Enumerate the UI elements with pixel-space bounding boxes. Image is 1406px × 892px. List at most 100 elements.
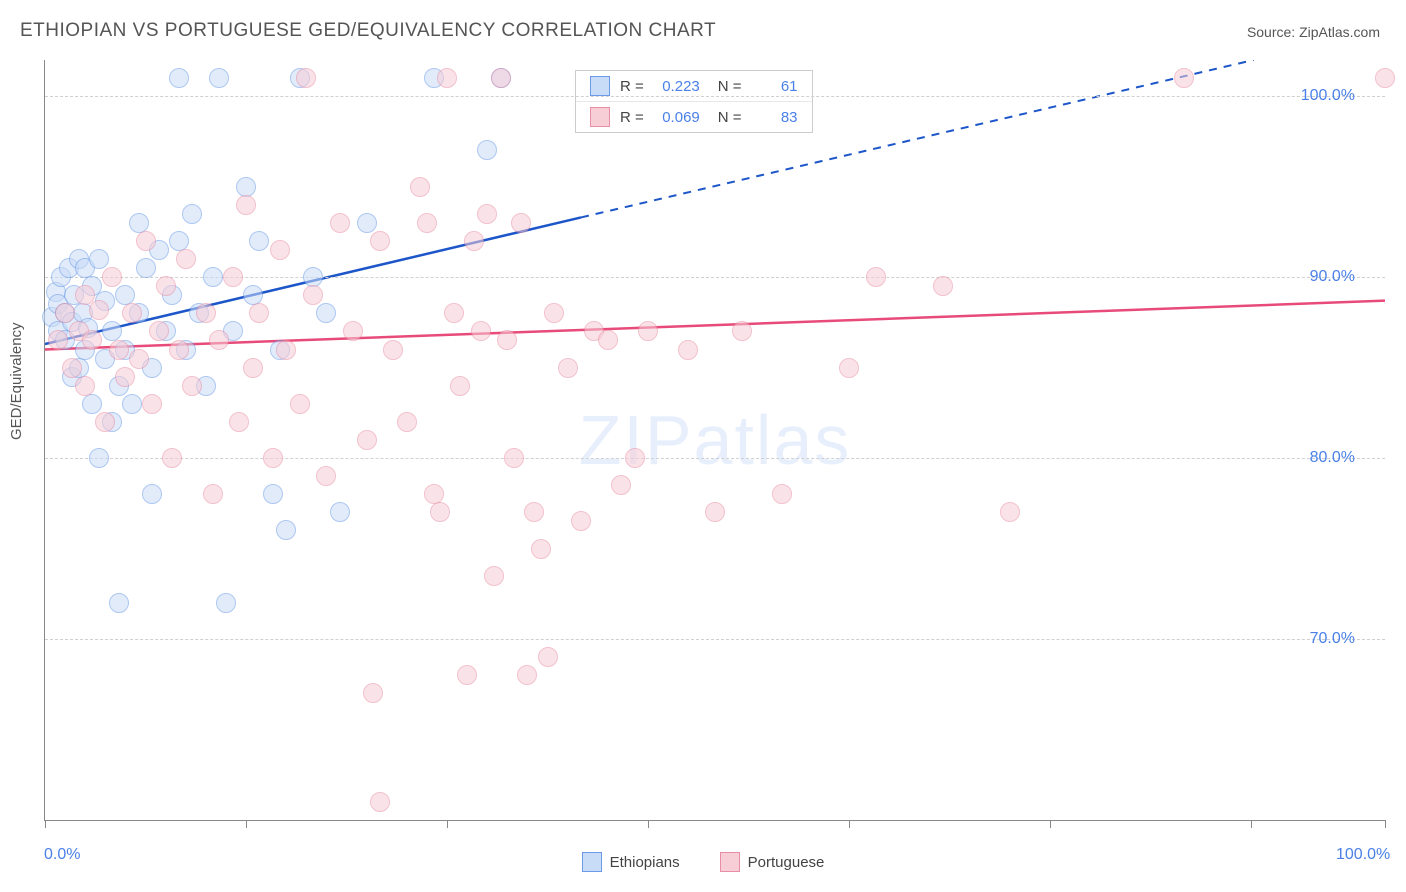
scatter-point [209,330,229,350]
legend: Ethiopians Portuguese [0,852,1406,872]
y-axis-label: GED/Equivalency [8,322,25,440]
scatter-point [370,792,390,812]
scatter-point [89,249,109,269]
scatter-point [343,321,363,341]
scatter-point [330,502,350,522]
scatter-point [249,303,269,323]
gridline-h [45,96,1385,97]
scatter-point [109,593,129,613]
legend-swatch [582,852,602,872]
scatter-point [491,68,511,88]
scatter-point [196,303,216,323]
chart-title: ETHIOPIAN VS PORTUGUESE GED/EQUIVALENCY … [20,20,716,42]
scatter-point [82,394,102,414]
legend-swatch [720,852,740,872]
scatter-point [129,213,149,233]
scatter-point [538,647,558,667]
scatter-point [263,484,283,504]
scatter-point [263,448,283,468]
stat-value-r: 0.223 [654,78,700,95]
scatter-point [142,394,162,414]
scatter-point [363,683,383,703]
scatter-point [450,376,470,396]
tick-x [849,820,850,828]
scatter-point [223,267,243,287]
scatter-point [705,502,725,522]
scatter-point [611,475,631,495]
scatter-point [1375,68,1395,88]
scatter-point [296,68,316,88]
scatter-point [216,593,236,613]
scatter-point [357,430,377,450]
scatter-point [303,285,323,305]
legend-label: Ethiopians [610,854,680,871]
scatter-point [203,484,223,504]
scatter-point [531,539,551,559]
x-tick-label: 100.0% [1336,846,1390,864]
scatter-point [229,412,249,432]
scatter-point [115,367,135,387]
x-tick-label: 0.0% [44,846,80,864]
tick-x [447,820,448,828]
scatter-point [122,394,142,414]
scatter-point [102,267,122,287]
tick-x [648,820,649,828]
stat-label-r: R = [620,109,644,126]
scatter-point [598,330,618,350]
scatter-point [203,267,223,287]
legend-label: Portuguese [748,854,825,871]
scatter-point [316,303,336,323]
plot-area: ZIPatlas R =0.223N =61R =0.069N =83 70.0… [44,60,1385,821]
scatter-point [270,240,290,260]
stat-label-n: N = [718,78,742,95]
scatter-point [243,285,263,305]
scatter-point [236,195,256,215]
scatter-point [122,303,142,323]
scatter-point [62,358,82,378]
scatter-point [511,213,531,233]
scatter-point [102,321,122,341]
scatter-point [236,177,256,197]
scatter-point [136,231,156,251]
gridline-h [45,277,1385,278]
scatter-point [732,321,752,341]
scatter-point [477,140,497,160]
scatter-point [477,204,497,224]
scatter-point [48,330,68,350]
scatter-point [625,448,645,468]
tick-x [1050,820,1051,828]
watermark: ZIPatlas [579,400,852,480]
scatter-point [149,321,169,341]
scatter-point [471,321,491,341]
scatter-point [55,303,75,323]
scatter-point [417,213,437,233]
scatter-point [82,330,102,350]
scatter-point [176,249,196,269]
scatter-point [115,285,135,305]
stat-value-n: 61 [752,78,798,95]
scatter-point [497,330,517,350]
scatter-point [933,276,953,296]
scatter-point [558,358,578,378]
scatter-point [136,258,156,278]
legend-swatch [590,76,610,96]
scatter-point [457,665,477,685]
scatter-point [517,665,537,685]
scatter-point [169,231,189,251]
y-tick-label: 90.0% [1310,268,1355,286]
scatter-point [109,340,129,360]
legend-item: Ethiopians [582,852,680,872]
scatter-point [866,267,886,287]
source-attribution: Source: ZipAtlas.com [1247,24,1380,40]
scatter-point [182,204,202,224]
scatter-point [169,340,189,360]
scatter-point [424,484,444,504]
scatter-point [156,276,176,296]
stats-row: R =0.069N =83 [576,101,812,132]
scatter-point [330,213,350,233]
scatter-point [249,231,269,251]
trendlines-svg [45,60,1385,820]
tick-x [246,820,247,828]
scatter-point [243,358,263,378]
scatter-point [544,303,564,323]
